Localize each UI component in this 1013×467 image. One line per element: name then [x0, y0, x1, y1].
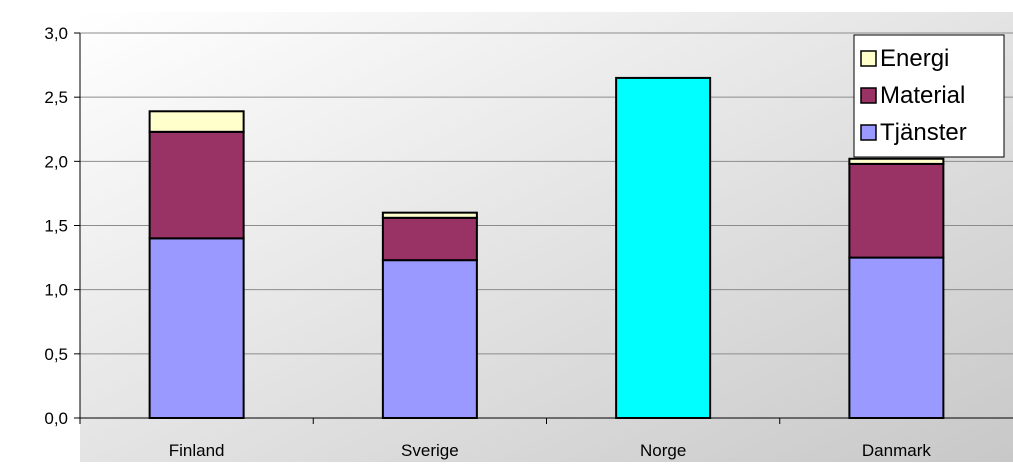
bar-segment: [148, 130, 245, 240]
bars: [148, 76, 945, 420]
y-tick-label: 1,0: [44, 281, 68, 300]
legend-label: Tjänster: [880, 119, 967, 146]
x-tick-label: Norge: [640, 441, 686, 460]
bar-segment: [148, 110, 245, 133]
bar-segment: [848, 157, 945, 165]
y-tick-label: 2,0: [44, 152, 68, 171]
bar-segment: [381, 216, 478, 262]
y-tick-label: 2,5: [44, 88, 68, 107]
y-tick-label: 3,0: [44, 24, 68, 43]
y-tick-label: 1,5: [44, 217, 68, 236]
x-tick-label: Sverige: [401, 441, 459, 460]
bar-segment: [148, 237, 245, 419]
legend-swatch: [860, 87, 877, 104]
y-tick-label: 0,5: [44, 345, 68, 364]
legend-box: [853, 34, 1005, 158]
bar-total: [615, 76, 712, 420]
x-tick-label: Danmark: [862, 441, 931, 460]
legend: Energi Material Tjänster: [853, 34, 1005, 158]
bar-segment: [381, 259, 478, 419]
bar-segment: [848, 162, 945, 259]
bar-segment: [848, 256, 945, 420]
x-tick-label: Finland: [169, 441, 225, 460]
legend-label: Material: [880, 82, 965, 109]
legend-label: Energi: [880, 45, 949, 72]
legend-swatch: [860, 50, 877, 67]
legend-swatch: [860, 124, 877, 141]
bar-segment: [381, 211, 478, 219]
y-tick-label: 0,0: [44, 409, 68, 428]
axes: 0,0 0,5 1,0 1,5 2,0 2,5 3,0 Finland Sverige Norge…: [44, 24, 1013, 460]
